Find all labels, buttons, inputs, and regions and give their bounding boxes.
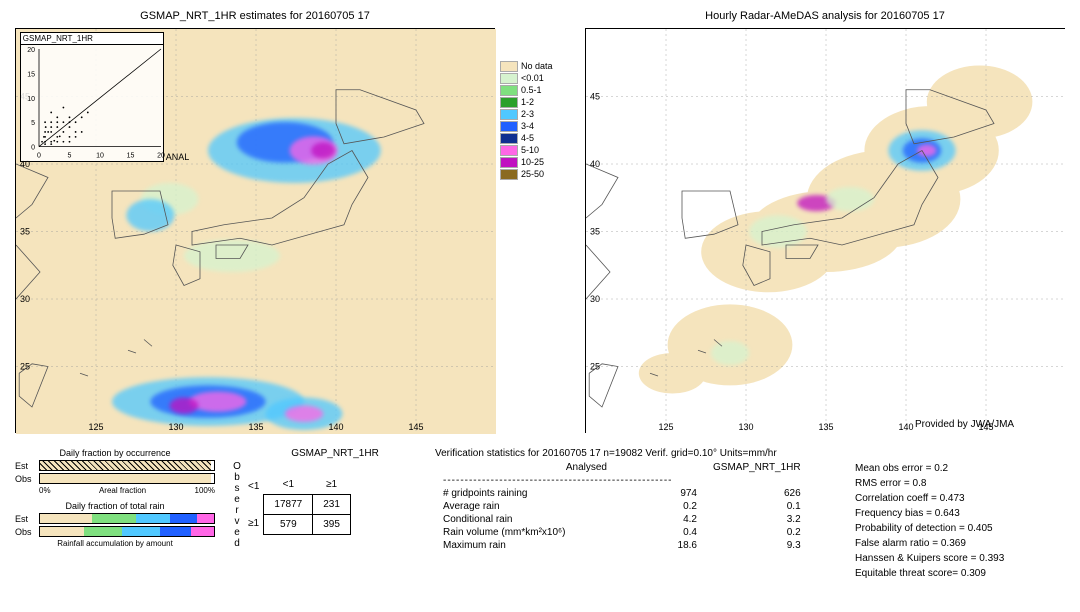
right-map-panel: 1251301351401452530354045 [585,28,1065,433]
svg-text:135: 135 [818,422,833,432]
fraction-bar-row: Est [15,513,215,524]
score-line: Probability of detection = 0.405 [855,521,1055,536]
anal-label: ANAL [166,152,190,162]
attribution-text: Provided by JWA/JMA [915,419,1014,430]
svg-text:10: 10 [27,96,35,103]
stat-row: Average rain0.20.1 [435,500,809,513]
stat-row: Rain volume (mm*km²x10⁶)0.40.2 [435,526,809,539]
svg-text:20: 20 [27,47,35,54]
svg-text:40: 40 [590,159,600,169]
svg-text:35: 35 [590,227,600,237]
score-line: Hanssen & Kuipers score = 0.393 [855,551,1055,566]
svg-text:125: 125 [88,422,103,432]
legend-row: 10-25 [500,156,553,168]
svg-text:45: 45 [590,92,600,102]
score-line: Correlation coeff = 0.473 [855,491,1055,506]
svg-text:15: 15 [27,71,35,78]
score-line: RMS error = 0.8 [855,476,1055,491]
contingency-side-label: Observed [230,461,244,549]
legend-row: 3-4 [500,120,553,132]
fraction-bar-row: Obs [15,473,215,484]
svg-text:5: 5 [67,153,71,160]
svg-text:10: 10 [96,153,104,160]
fraction-title-2: Daily fraction of total rain [15,501,215,511]
svg-text:125: 125 [658,422,673,432]
svg-text:135: 135 [248,422,263,432]
verification-header: Verification statistics for 20160705 17 … [435,448,1055,459]
contingency-title: GSMAP_NRT_1HR [250,448,420,459]
svg-text:130: 130 [168,422,183,432]
svg-text:140: 140 [898,422,913,432]
svg-text:25: 25 [590,362,600,372]
legend-row: <0.01 [500,72,553,84]
fraction-title-1: Daily fraction by occurrence [15,448,215,458]
svg-text:20: 20 [157,153,165,160]
svg-text:30: 30 [20,294,30,304]
score-line: Mean obs error = 0.2 [855,461,1055,476]
scatter-inset: GSMAP_NRT_1HR0055101015152020 [20,32,164,162]
svg-text:15: 15 [126,153,134,160]
score-line: False alarm ratio = 0.369 [855,536,1055,551]
score-list: Mean obs error = 0.2RMS error = 0.8Corre… [855,461,1055,581]
svg-text:0: 0 [37,153,41,160]
fraction-bar-row: Obs [15,526,215,537]
svg-text:130: 130 [738,422,753,432]
legend-row: 0.5-1 [500,84,553,96]
legend-row: 25-50 [500,168,553,180]
contingency-table: <1≥117877231579395 [263,475,351,535]
svg-text:0: 0 [31,145,35,152]
legend-row: 5-10 [500,144,553,156]
svg-text:145: 145 [408,422,423,432]
right-map-title: Hourly Radar-AMeDAS analysis for 2016070… [585,10,1065,22]
svg-text:30: 30 [590,294,600,304]
stat-row: Conditional rain4.23.2 [435,513,809,526]
svg-text:5: 5 [31,120,35,127]
legend-row: No data [500,60,553,72]
verification-table: AnalysedGSMAP_NRT_1HR-------------------… [435,461,809,552]
left-map-title: GSMAP_NRT_1HR estimates for 20160705 17 [15,10,495,22]
svg-text:140: 140 [328,422,343,432]
score-line: Frequency bias = 0.643 [855,506,1055,521]
fraction-bar-row: Est [15,460,215,471]
legend-row: 2-3 [500,108,553,120]
color-scale-legend: No data<0.010.5-11-22-33-44-55-1010-2525… [500,60,553,180]
svg-text:35: 35 [20,227,30,237]
svg-text:25: 25 [20,362,30,372]
legend-row: 4-5 [500,132,553,144]
fraction-title-3: Rainfall accumulation by amount [15,539,215,548]
legend-row: 1-2 [500,96,553,108]
stat-row: Maximum rain18.69.3 [435,539,809,552]
stat-row: # gridpoints raining974626 [435,487,809,500]
score-line: Equitable threat score= 0.309 [855,566,1055,581]
